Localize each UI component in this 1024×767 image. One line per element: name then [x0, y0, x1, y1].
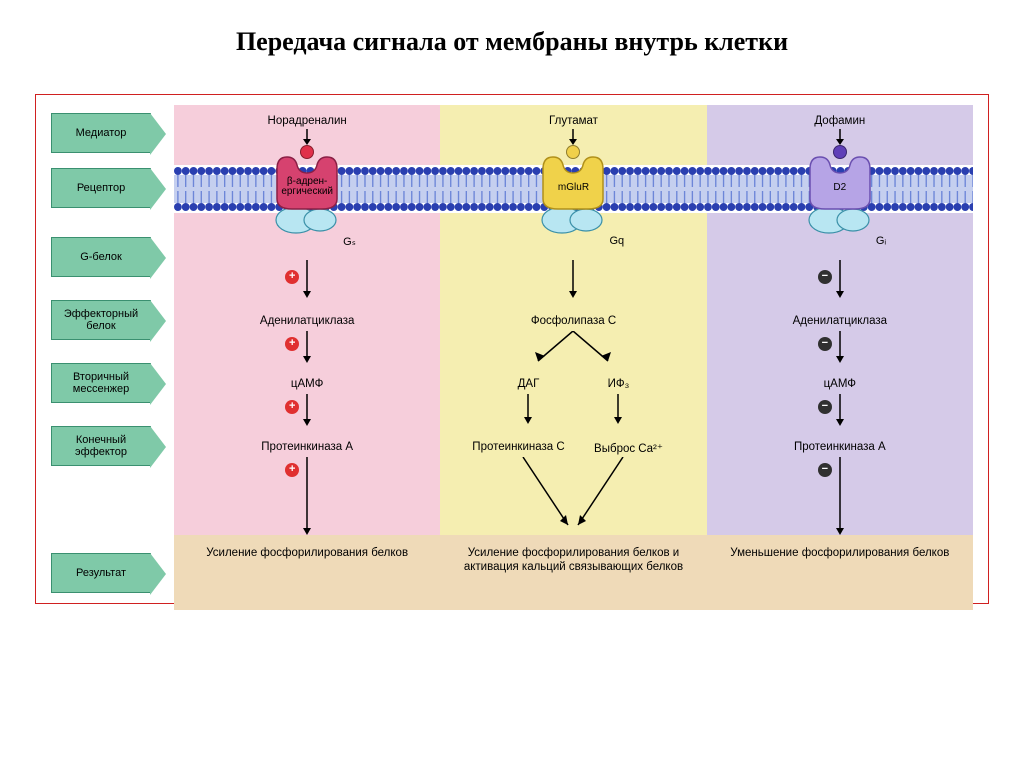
row-label: Рецептор [51, 168, 151, 208]
cascade-step: Протеинкиназа А [261, 441, 353, 453]
mediator-label: Дофамин [814, 115, 865, 127]
plus-icon: + [285, 337, 299, 351]
minus-icon: − [818, 463, 832, 477]
minus-icon: − [818, 337, 832, 351]
cascade-step: Аденилатциклаза [260, 315, 355, 327]
ligand-icon [833, 145, 847, 159]
split-arrow-icon [513, 331, 633, 371]
cascade-step: ИФ₃ [608, 378, 630, 390]
row-label: Эффекторный белок [51, 300, 151, 340]
cascade-step: Фосфолипаза С [531, 315, 616, 327]
mediator-label: Норадреналин [268, 115, 347, 127]
g-protein-label: Gᵢ [876, 235, 886, 247]
arrow-down-icon [834, 394, 846, 426]
row-label: Конечный эффектор [51, 426, 151, 466]
plus-icon: + [285, 270, 299, 284]
plus-icon: + [285, 400, 299, 414]
cascade-step: Выброс Ca²⁺ [594, 441, 663, 455]
mediator-label: Глутамат [549, 115, 598, 127]
arrow-down-icon [567, 260, 579, 298]
arrow-down-icon [301, 457, 313, 535]
result-text: Уменьшение фосфорилирования белков [725, 547, 955, 561]
arrow-down-icon [301, 331, 313, 363]
arrow-down-icon [834, 260, 846, 298]
minus-icon: − [818, 400, 832, 414]
arrow-down-icon [301, 394, 313, 426]
cascade-step: Аденилатциклаза [793, 315, 888, 327]
cascade-step: цАМФ [291, 378, 323, 390]
cascade-step: Протеинкиназа А [794, 441, 886, 453]
cascade-step: цАМФ [824, 378, 856, 390]
row-label: Вторичный мессенжер [51, 363, 151, 403]
arrow-down-icon [612, 394, 624, 424]
diagram-frame: Норадреналин β-адрен-ергический Gₛ + Адени… [35, 94, 989, 604]
ligand-icon [566, 145, 580, 159]
pathways: Норадреналин β-адрен-ергический Gₛ + Адени… [174, 105, 973, 593]
row-label: Результат [51, 553, 151, 593]
receptor-label: mGluR [558, 183, 589, 194]
plus-icon: + [285, 463, 299, 477]
arrow-down-icon [834, 457, 846, 535]
receptor-label: D2 [833, 183, 846, 194]
page-title: Передача сигнала от мембраны внутрь клет… [0, 0, 1024, 74]
row-label: Медиатор [51, 113, 151, 153]
diagram: Норадреналин β-адрен-ергический Gₛ + Адени… [46, 105, 978, 593]
g-protein-label: Gₛ [343, 235, 356, 248]
result-text: Усиление фосфорилирования белков [192, 547, 422, 561]
converge-arrow-icon [493, 457, 653, 535]
cascade-step: ДАГ [518, 378, 540, 390]
row-labels: Медиатор Рецептор G-белок Эффекторный белок… [51, 105, 169, 593]
g-protein-label: Gq [609, 235, 624, 247]
receptor-label: β-адрен-ергический [281, 177, 333, 198]
row-label: G-белок [51, 237, 151, 277]
result-text: Усиление фосфорилирования белков и актив… [458, 547, 688, 575]
arrow-down-icon [522, 394, 534, 424]
minus-icon: − [818, 270, 832, 284]
ligand-icon [300, 145, 314, 159]
arrow-down-icon [301, 260, 313, 298]
arrow-down-icon [834, 331, 846, 363]
cascade-step: Протеинкиназа С [472, 441, 564, 453]
